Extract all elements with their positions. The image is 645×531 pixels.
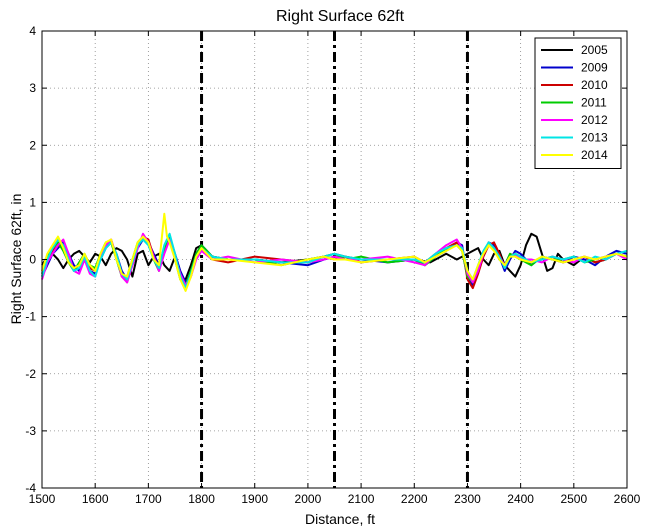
legend-label-2010: 2010: [581, 78, 608, 92]
chart-title: Right Surface 62ft: [276, 8, 405, 25]
x-tick-label: 2200: [401, 492, 428, 506]
y-tick-label: -1: [25, 310, 36, 324]
x-tick-label: 2400: [507, 492, 534, 506]
y-tick-label: 4: [29, 24, 36, 38]
legend: 2005 2009 2010 2011 2012 2013 2014: [534, 37, 622, 169]
series-line-2014: [41, 212, 628, 292]
x-tick-label: 2500: [560, 492, 587, 506]
vertical-markers: [200, 31, 469, 488]
legend-label-2005: 2005: [581, 43, 608, 57]
series-lines: [41, 212, 628, 292]
x-tick-label: 1500: [29, 492, 56, 506]
x-tick-label: 2000: [295, 492, 322, 506]
y-tick-label: -4: [25, 481, 36, 495]
y-tick-label: 0: [29, 253, 36, 267]
y-tick-label: 1: [29, 195, 36, 209]
legend-label-2011: 2011: [581, 96, 607, 110]
y-tick-label: -3: [25, 424, 36, 438]
legend-label-2013: 2013: [581, 131, 608, 145]
y-tick-label: 3: [29, 81, 36, 95]
y-tick-label: 2: [29, 138, 36, 152]
x-tick-label: 1600: [82, 492, 109, 506]
x-tick-label: 1900: [241, 492, 268, 506]
legend-label-2009: 2009: [581, 61, 608, 75]
x-tick-label: 2100: [348, 492, 375, 506]
y-tick-label: -2: [25, 367, 36, 381]
axis-ticks: 1500 1600 1700 1800 1900 2000 2100 2200 2300 2400…: [25, 24, 640, 506]
legend-label-2014: 2014: [581, 148, 608, 162]
series-line-2013: [41, 232, 628, 290]
x-axis-title: Distance, ft: [305, 511, 375, 527]
x-tick-label: 2300: [454, 492, 481, 506]
legend-label-2012: 2012: [581, 113, 608, 127]
y-axis-title: Right Surface 62ft, in: [8, 194, 24, 325]
x-tick-label: 1700: [135, 492, 162, 506]
x-tick-label: 2600: [614, 492, 641, 506]
x-tick-label: 1800: [188, 492, 215, 506]
